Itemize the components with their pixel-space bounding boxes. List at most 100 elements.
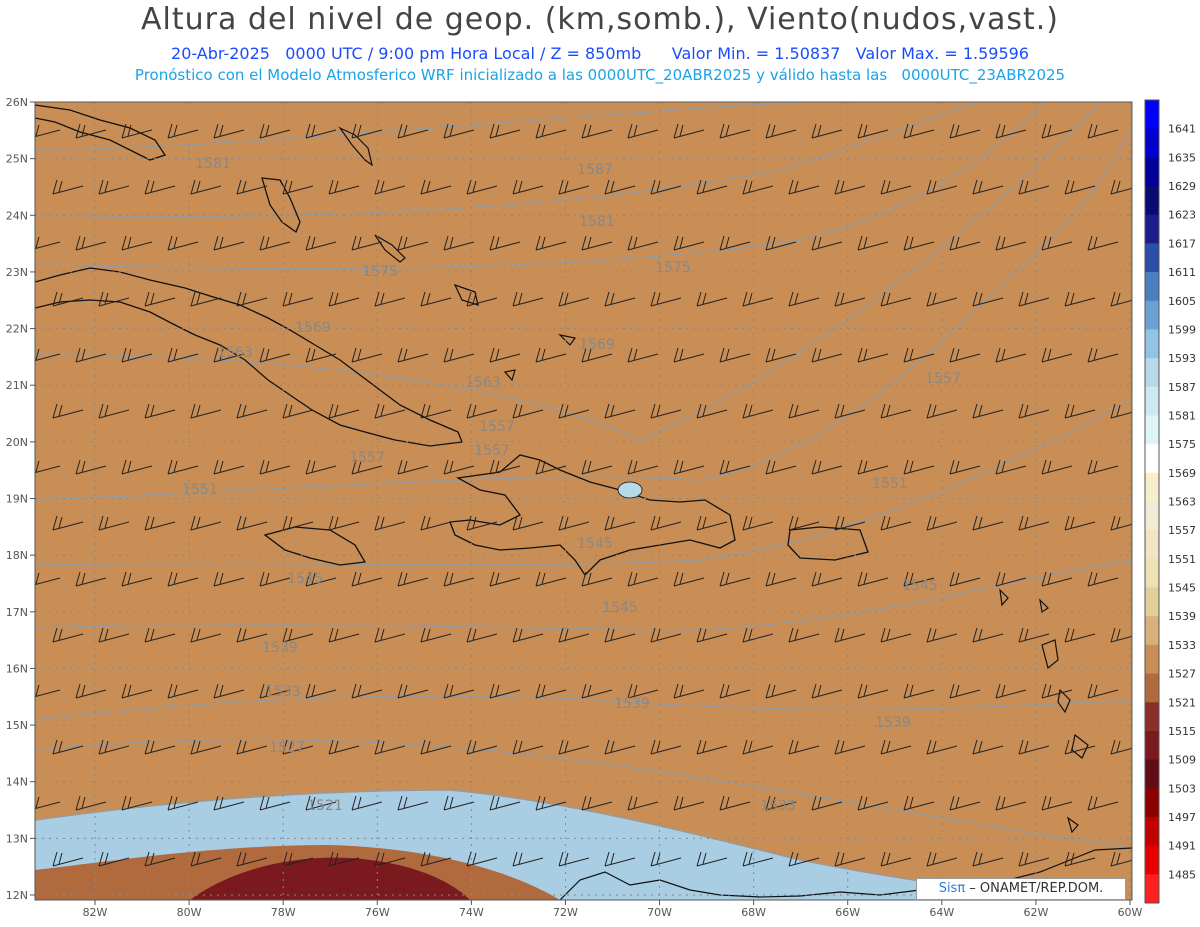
wind-barb — [397, 459, 429, 475]
contour-line — [35, 102, 801, 151]
colorbar-swatch — [1145, 329, 1159, 359]
wind-barb — [719, 683, 751, 699]
wind-barb — [673, 123, 705, 139]
lon-label: 82W — [83, 906, 108, 919]
wind-barb — [305, 683, 337, 699]
map-subtitle-time: 20-Abr-2025 0000 UTC / 9:00 pm Hora Loca… — [171, 44, 1029, 63]
lat-label: 12N — [6, 889, 28, 902]
wind-barb — [1110, 739, 1132, 755]
wind-barb — [1110, 291, 1132, 307]
wind-barb — [834, 403, 866, 419]
wind-barb — [259, 459, 291, 475]
wind-barb — [512, 179, 544, 195]
wind-barb — [236, 739, 268, 755]
colorbar-swatch — [1145, 730, 1159, 761]
wind-barb — [167, 459, 199, 475]
wind-barb — [351, 347, 383, 363]
wind-barb — [512, 851, 544, 867]
wind-barb — [75, 235, 107, 251]
wind-barb — [52, 515, 84, 531]
wind-barb — [926, 739, 958, 755]
colorbar-swatch — [1145, 300, 1159, 330]
contour-label: 1545 — [602, 600, 638, 616]
wind-barb — [259, 347, 291, 363]
wind-barb — [420, 627, 452, 643]
wind-barb — [788, 291, 820, 307]
contour-line — [35, 738, 1132, 849]
colorbar-swatch — [1145, 874, 1159, 904]
contour-label: 1545 — [577, 536, 613, 552]
wind-barb — [834, 179, 866, 195]
wind-barb — [443, 571, 475, 587]
wind-barb — [351, 795, 383, 811]
wind-barb — [420, 179, 452, 195]
contour-label: 1527 — [269, 740, 305, 756]
colorbar-label: 1563 — [1168, 496, 1196, 509]
wind-barb — [811, 571, 843, 587]
wind-barb — [696, 179, 728, 195]
wind-barb — [489, 795, 521, 811]
wind-barb — [213, 683, 245, 699]
colorbar-label: 1623 — [1168, 209, 1196, 222]
wind-barb — [604, 739, 636, 755]
colorbar-label: 1497 — [1168, 811, 1196, 824]
colorbar-label: 1527 — [1168, 668, 1196, 681]
colorbar-swatch — [1145, 587, 1159, 617]
colorbar-label: 1617 — [1168, 237, 1196, 250]
wind-barb — [144, 851, 176, 867]
wind-barb — [880, 291, 912, 307]
wind-barb — [903, 571, 935, 587]
wind-barb — [581, 459, 613, 475]
colorbar-label: 1521 — [1168, 696, 1196, 709]
wind-barb — [144, 403, 176, 419]
wind-barb — [213, 123, 245, 139]
wind-barb — [282, 515, 314, 531]
wind-barb — [834, 851, 866, 867]
wind-barb — [466, 179, 498, 195]
wind-barb — [1018, 179, 1050, 195]
wind-barb — [1064, 291, 1096, 307]
wind-barb — [75, 795, 107, 811]
wind-barb — [52, 291, 84, 307]
wind-barb — [857, 571, 889, 587]
coastline-long-island — [374, 234, 406, 263]
lat-label: 26N — [6, 96, 28, 109]
wind-barb — [1018, 627, 1050, 643]
wind-barb — [581, 123, 613, 139]
wind-barb — [213, 347, 245, 363]
contour-line — [35, 399, 1132, 566]
wind-barb — [190, 627, 222, 643]
wind-barb — [374, 291, 406, 307]
wind-barb — [167, 123, 199, 139]
wind-barb — [765, 123, 797, 139]
wind-barb — [673, 683, 705, 699]
contour-label: 1575 — [655, 260, 691, 276]
wind-barb — [466, 291, 498, 307]
wind-barb — [581, 795, 613, 811]
wind-barb — [259, 683, 291, 699]
wind-barb — [1087, 683, 1119, 699]
wind-barb — [282, 627, 314, 643]
wind-barb — [926, 851, 958, 867]
wind-barb — [903, 683, 935, 699]
wind-barb — [742, 291, 774, 307]
colorbar-label: 1545 — [1168, 582, 1196, 595]
wind-barb — [765, 683, 797, 699]
contour-label: 1557 — [474, 443, 510, 459]
lon-label: 60W — [1118, 906, 1143, 919]
wind-barb — [627, 123, 659, 139]
wind-barb — [995, 347, 1027, 363]
wind-barb — [489, 347, 521, 363]
lat-label: 21N — [6, 379, 28, 392]
contour-label: 1581 — [579, 214, 615, 230]
colorbar-label: 1575 — [1168, 438, 1196, 451]
wind-barb — [673, 795, 705, 811]
wind-barb — [52, 403, 84, 419]
colorbar-swatch — [1145, 444, 1159, 474]
wind-barb — [374, 179, 406, 195]
contour-label: 1533 — [760, 798, 796, 814]
wind-barb — [949, 459, 981, 475]
wind-barb — [1064, 403, 1096, 419]
lat-label: 15N — [6, 719, 28, 732]
colorbar-label: 1509 — [1168, 754, 1196, 767]
